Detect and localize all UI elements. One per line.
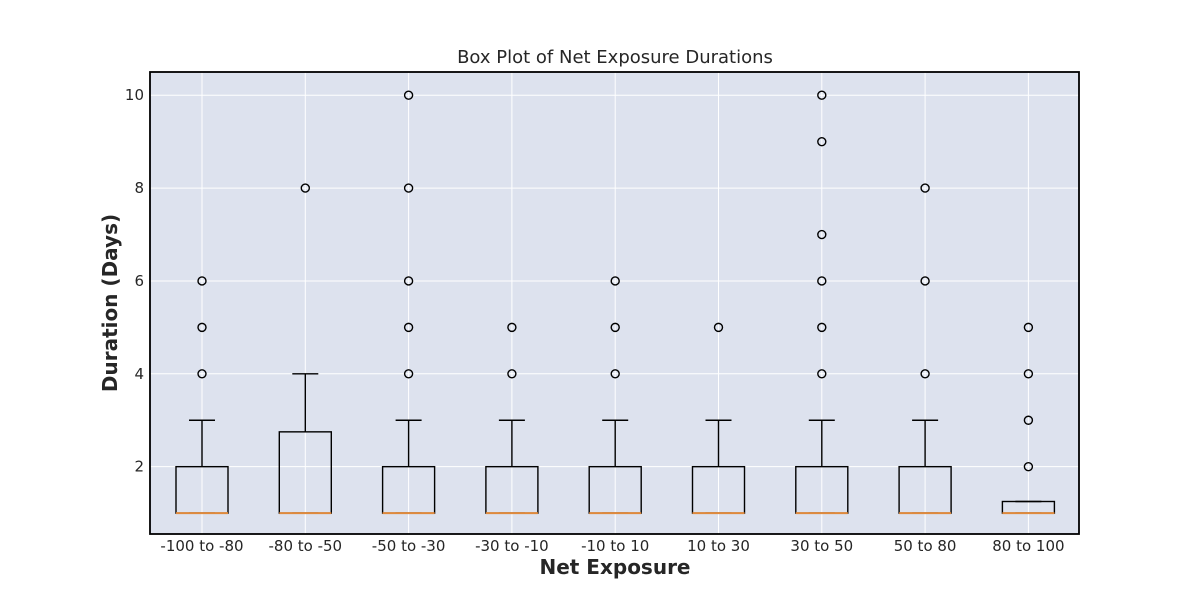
y-tick-label: 10 [125, 86, 144, 104]
outlier-point [300, 183, 310, 193]
outlier-point [1023, 415, 1034, 425]
x-tick-label: 10 to 30 [687, 537, 750, 555]
chart-title: Box Plot of Net Exposure Durations [457, 47, 773, 68]
x-axis-label: Net Exposure [539, 555, 690, 579]
plot-frame [149, 71, 1080, 535]
outlier-point [1023, 461, 1034, 472]
x-tick-labels: -100 to -80 -80 to -50 -50 to -30 -30 to -1… [160, 537, 1064, 555]
outlier-point [197, 369, 207, 379]
outlier-point [817, 229, 827, 240]
box-group [1001, 322, 1056, 515]
y-tick-labels: 2 4 6 8 10 [125, 86, 144, 475]
outlier-point [713, 322, 724, 333]
outlier-point [1023, 322, 1034, 333]
x-tick-label: -100 to -80 [160, 537, 243, 555]
outlier-point [920, 183, 930, 193]
outlier-point [197, 276, 207, 286]
box-group [175, 276, 229, 515]
box-group [485, 322, 539, 515]
outlier-point [507, 322, 517, 333]
outlier-point [403, 322, 414, 333]
box-group [588, 276, 642, 515]
outlier-point [817, 322, 827, 333]
x-tick-label: 80 to 100 [992, 537, 1064, 555]
outlier-point [920, 276, 930, 286]
outlier-point [817, 276, 827, 286]
y-tick-label: 8 [134, 179, 144, 197]
outlier-point [403, 183, 414, 193]
x-tick-label: 30 to 50 [790, 537, 853, 555]
outlier-point [817, 90, 827, 100]
outlier-point [610, 322, 620, 333]
x-tick-label: -10 to 10 [581, 537, 649, 555]
boxes-group [175, 90, 1056, 515]
x-tick-label: -80 to -50 [269, 537, 343, 555]
outlier-point [1023, 369, 1034, 379]
box-group [691, 322, 746, 515]
outlier-point [610, 276, 620, 286]
y-tick-label: 4 [134, 365, 144, 383]
box-group [278, 183, 332, 515]
box-group [898, 183, 952, 515]
box-group [795, 90, 849, 515]
outlier-point [403, 90, 414, 100]
outlier-point [403, 369, 414, 379]
y-tick-label: 6 [134, 272, 144, 290]
outlier-point [817, 136, 827, 147]
outlier-point [507, 369, 517, 379]
outlier-point [817, 369, 827, 379]
x-tick-label: -30 to -10 [475, 537, 549, 555]
x-tick-label: -50 to -30 [372, 537, 446, 555]
outlier-point [610, 369, 620, 379]
outlier-point [403, 276, 414, 286]
box-group [381, 90, 436, 515]
y-tick-label: 2 [134, 458, 144, 476]
y-axis-label: Duration (Days) [98, 214, 122, 392]
outlier-point [920, 369, 930, 379]
x-tick-label: 50 to 80 [894, 537, 957, 555]
outlier-point [197, 322, 207, 333]
